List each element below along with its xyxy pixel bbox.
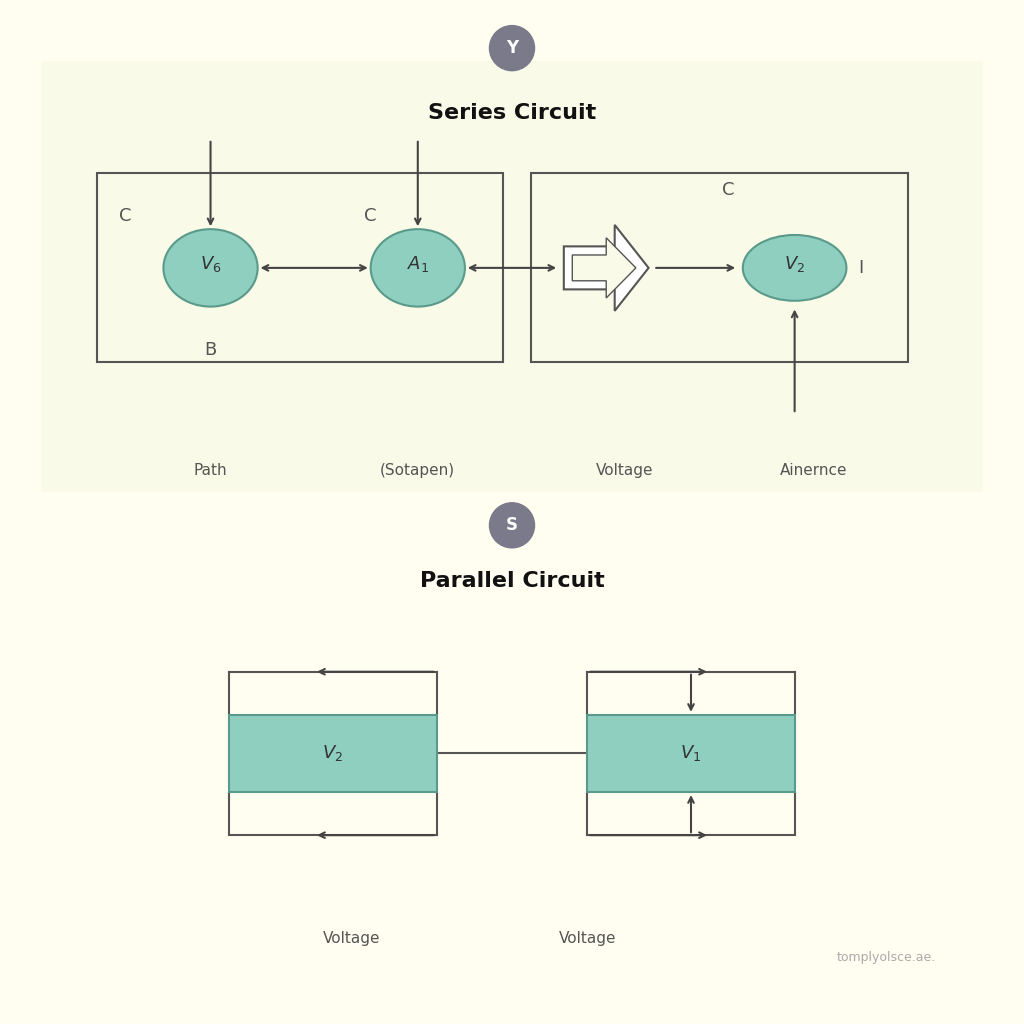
Text: Voltage: Voltage [596,463,653,477]
Text: $V_2$: $V_2$ [323,743,343,764]
Text: B: B [205,341,217,358]
Text: S: S [506,516,518,535]
Text: tomplyolsce.ae.: tomplyolsce.ae. [837,951,936,965]
Ellipse shape [164,229,258,306]
Text: C: C [722,181,735,200]
FancyBboxPatch shape [229,715,436,793]
FancyBboxPatch shape [588,715,795,793]
Text: Path: Path [194,463,227,477]
Text: I: I [858,259,863,276]
Text: (Sotapen): (Sotapen) [380,463,456,477]
Text: C: C [365,207,377,225]
Text: $V_1$: $V_1$ [680,743,701,764]
Text: Parallel Circuit: Parallel Circuit [420,571,604,592]
Text: $V_2$: $V_2$ [784,254,805,273]
Text: $A_1$: $A_1$ [407,254,429,273]
Polygon shape [564,225,648,311]
Polygon shape [572,238,636,298]
Ellipse shape [371,229,465,306]
FancyBboxPatch shape [41,61,983,492]
Ellipse shape [742,234,847,301]
Text: Voltage: Voltage [324,931,381,946]
Text: Ainernce: Ainernce [779,463,847,477]
Text: Voltage: Voltage [559,931,616,946]
Text: Y: Y [506,39,518,57]
Text: $V_6$: $V_6$ [200,254,221,273]
Text: C: C [120,207,132,225]
Text: Series Circuit: Series Circuit [428,103,596,123]
